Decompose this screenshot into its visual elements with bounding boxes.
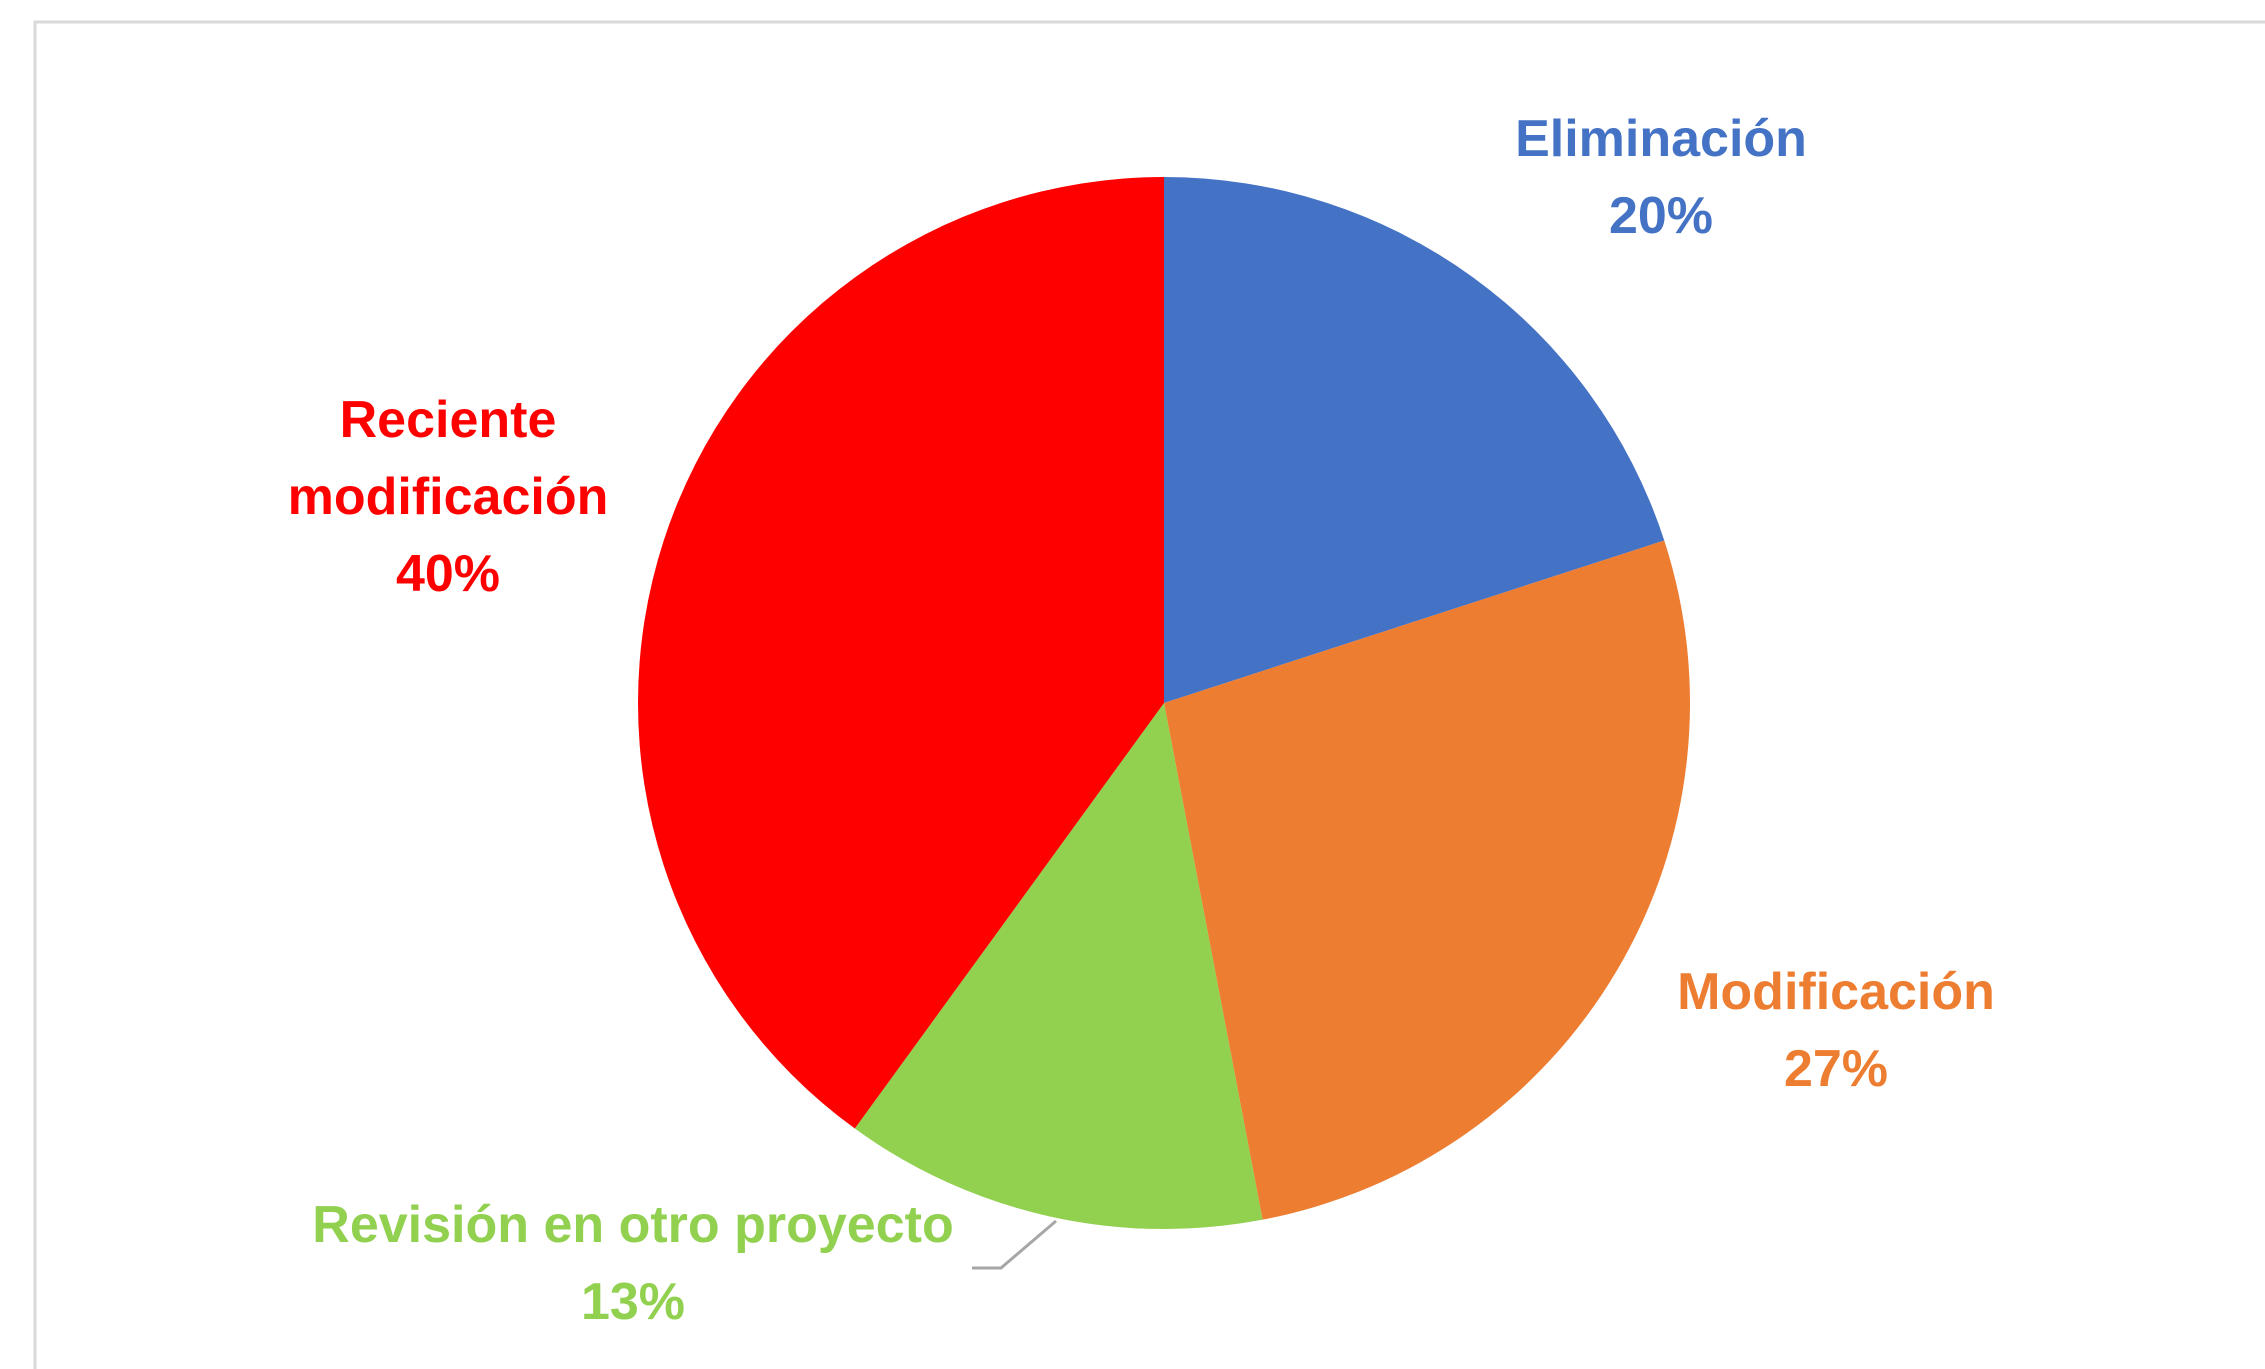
pie-slice	[1164, 177, 1665, 703]
category-label: Eliminación	[1515, 110, 1807, 168]
data-label: Reciente modificación 40%	[248, 382, 648, 613]
category-label: Modificación	[1677, 963, 1995, 1021]
category-label: Revisión en otro proyecto	[312, 1196, 954, 1254]
data-label: Modificación 27%	[1586, 954, 2086, 1108]
pie-slice	[1164, 540, 1690, 1220]
value-label: 20%	[1608, 187, 1714, 245]
value-label: 13%	[580, 1273, 686, 1331]
category-label: Reciente modificación	[287, 391, 609, 526]
pie-slice	[854, 703, 1263, 1229]
value-label: 27%	[1783, 1040, 1889, 1098]
leader-line	[972, 1219, 1057, 1270]
pie-slice	[637, 177, 1164, 1129]
value-label: 40%	[395, 545, 501, 603]
frame	[33, 20, 2265, 1369]
data-label: Eliminación 20%	[1411, 101, 1911, 255]
data-label: Revisión en otro proyecto 13%	[233, 1187, 1033, 1341]
